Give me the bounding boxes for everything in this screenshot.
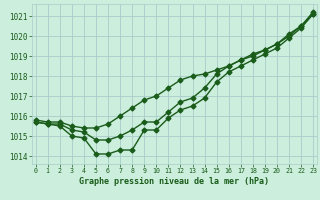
X-axis label: Graphe pression niveau de la mer (hPa): Graphe pression niveau de la mer (hPa) xyxy=(79,177,269,186)
